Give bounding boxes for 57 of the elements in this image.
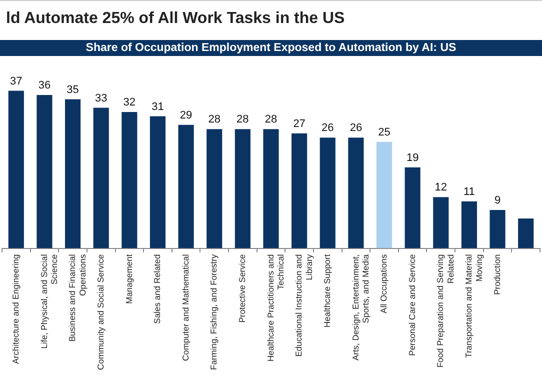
x-tick-label: Sales and Related	[152, 254, 162, 324]
data-label: 29	[180, 109, 192, 122]
bar	[150, 116, 166, 248]
chart-subtitle: Share of Occupation Employment Exposed to Automation by AI: US	[0, 40, 542, 56]
bar	[376, 142, 392, 248]
x-tick-label: Community and Social Service	[95, 254, 106, 370]
bar	[93, 108, 109, 248]
data-label: 31	[152, 100, 164, 113]
bar	[122, 112, 138, 248]
data-label: 37	[10, 75, 22, 88]
data-label: 25	[378, 126, 390, 138]
x-tick-label: Protective Service	[237, 254, 248, 323]
x-tick-label: Transportation and Material Moving	[464, 254, 484, 358]
bar	[36, 95, 52, 248]
bar	[206, 129, 222, 248]
bar	[433, 197, 449, 248]
data-label: 36	[38, 80, 51, 92]
data-label: 27	[293, 118, 306, 130]
data-label: 26	[322, 122, 334, 134]
x-tick-label: Management	[124, 254, 134, 304]
x-tick-label: Healthcare Practitioners and Technical	[265, 254, 286, 362]
bar	[178, 124, 194, 248]
data-label: 19	[406, 152, 419, 164]
x-tick-label: Educational Instruction and Library	[294, 254, 314, 357]
bar	[348, 138, 364, 248]
data-label: 33	[94, 92, 108, 104]
x-tick-label: Personal Care and Service	[406, 254, 417, 356]
data-label: 32	[123, 96, 136, 109]
data-label: 9	[494, 194, 501, 206]
x-tick-label: Farming, Fishing, and Forestry	[208, 254, 219, 370]
bar	[404, 167, 420, 248]
bar	[65, 99, 81, 248]
data-label: 28	[236, 114, 249, 126]
data-label: 12	[434, 182, 448, 194]
x-tick-label: Life, Physical, and Social Science	[38, 254, 60, 349]
data-label: 11	[464, 186, 475, 198]
data-label: 28	[264, 114, 278, 126]
data-label: 28	[208, 114, 220, 126]
x-tick-label: Food Preparation and Serving Related	[435, 254, 456, 368]
bar	[320, 138, 336, 248]
x-tick-label: All Occupations	[378, 254, 389, 314]
bar	[518, 218, 534, 248]
data-label: 26	[350, 122, 362, 134]
x-tick-label: Production	[492, 254, 502, 295]
x-tick-label: Computer and Mathematical	[180, 254, 190, 362]
chart-title: ld Automate 25% of All Work Tasks in the US	[5, 9, 346, 29]
bar	[490, 210, 506, 248]
x-tick-label: Healthcare Support	[322, 254, 332, 328]
bar	[461, 201, 477, 248]
bar	[8, 90, 24, 248]
x-tick-label: Architecture and Engineering	[10, 254, 20, 364]
bar	[234, 129, 250, 248]
x-tick-label: Arts, Design, Entertainment, Sports, and Media	[350, 254, 370, 361]
bar	[292, 133, 308, 248]
x-tick-label: Business and Financial Operations	[67, 254, 88, 342]
bar	[263, 129, 279, 248]
data-label: 35	[66, 84, 79, 96]
